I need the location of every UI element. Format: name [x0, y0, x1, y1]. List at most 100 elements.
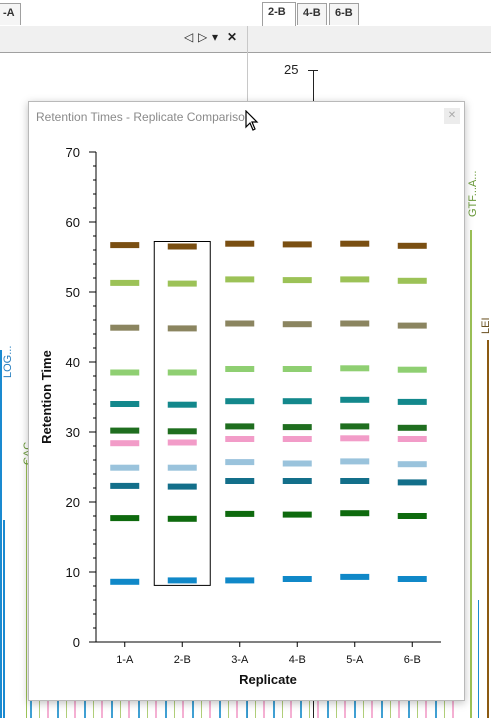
data-mark	[340, 396, 370, 403]
bg-trace	[3, 520, 5, 718]
tab-2-b[interactable]: 2-B	[262, 2, 296, 26]
data-mark	[282, 241, 312, 248]
data-mark	[340, 320, 370, 327]
data-mark	[225, 276, 255, 283]
tab-label: 6-B	[335, 7, 353, 19]
left-tab-label: -A	[3, 7, 15, 19]
pane-menu-button[interactable]: ▾	[212, 30, 219, 44]
data-mark	[110, 324, 140, 331]
data-mark	[110, 427, 140, 434]
data-mark	[110, 369, 140, 376]
data-mark	[340, 423, 370, 430]
bg-label-lei: LEI	[480, 317, 491, 334]
data-mark	[110, 242, 140, 249]
pane-close-button[interactable]: ✕	[227, 30, 238, 44]
data-mark	[282, 576, 312, 582]
pane-prev-button[interactable]: ◁	[184, 30, 194, 44]
bg-trace	[26, 460, 27, 718]
y-tick-label: 30	[66, 425, 80, 440]
left-tab[interactable]: -A	[0, 3, 21, 25]
bg-label-gtf: GTF...A...	[467, 170, 479, 217]
right-axis-tick-label: 25	[284, 62, 299, 77]
data-mark	[282, 460, 312, 467]
data-mark	[110, 440, 140, 447]
data-mark	[282, 478, 312, 484]
dialog-close-button[interactable]: ✕	[444, 108, 460, 124]
data-mark	[225, 320, 255, 327]
data-mark	[397, 424, 427, 431]
data-mark	[397, 436, 427, 442]
data-mark	[225, 398, 255, 405]
x-tick-label: 5-A	[346, 654, 364, 666]
data-mark	[167, 428, 197, 435]
data-mark	[167, 280, 197, 287]
data-mark	[340, 240, 370, 247]
y-tick-label: 40	[66, 355, 80, 370]
left-tabstrip	[0, 26, 247, 53]
bg-label-loc: LOG...	[2, 345, 14, 378]
tab-4-b[interactable]: 4-B	[297, 3, 327, 25]
data-mark	[110, 401, 140, 407]
data-mark	[397, 479, 427, 486]
data-mark	[397, 398, 427, 405]
x-tick-label: 6-B	[404, 654, 421, 666]
data-mark	[167, 577, 197, 584]
tab-6-b[interactable]: 6-B	[329, 3, 359, 25]
close-icon: ✕	[447, 110, 457, 121]
retention-chart[interactable]: 0 10 20 30 40 50 60 70 1-A 2-B 3-A 4-B 5-A 6-B Retent…	[29, 102, 464, 700]
y-tick-label: 20	[66, 495, 80, 510]
data-mark	[282, 398, 312, 405]
y-tick-label: 10	[66, 565, 80, 580]
data-mark	[340, 458, 370, 465]
data-mark	[167, 243, 197, 250]
bg-peaks	[30, 700, 462, 718]
y-axis-title: Retention Time	[39, 350, 54, 444]
y-tick-label: 0	[73, 635, 80, 650]
data-mark	[397, 366, 427, 373]
data-mark	[110, 279, 140, 286]
data-mark	[225, 577, 255, 584]
data-mark	[340, 478, 370, 484]
data-mark	[282, 277, 312, 284]
data-mark	[167, 515, 197, 522]
data-mark	[167, 439, 197, 446]
data-mark	[397, 576, 427, 582]
selected-replicate-box	[153, 241, 211, 586]
data-mark	[225, 423, 255, 430]
x-tick-label: 1-A	[116, 654, 134, 666]
data-mark	[282, 424, 312, 431]
data-mark	[225, 436, 255, 442]
bg-trace	[487, 340, 489, 718]
data-mark	[282, 436, 312, 442]
data-mark	[167, 369, 197, 376]
y-tick-label: 50	[66, 285, 80, 300]
data-mark	[340, 365, 370, 372]
data-mark	[282, 366, 312, 372]
data-mark	[397, 461, 427, 468]
bg-trace	[0, 350, 2, 718]
mouse-cursor-icon	[245, 110, 259, 131]
data-mark	[225, 510, 255, 517]
x-tick-label: 4-B	[289, 654, 306, 666]
data-mark	[397, 242, 427, 249]
tab-label: 4-B	[303, 7, 321, 19]
data-mark	[167, 325, 197, 332]
data-mark	[110, 464, 140, 471]
right-tabstrip	[248, 26, 491, 53]
data-mark	[167, 464, 197, 471]
y-tick-label: 60	[66, 215, 80, 230]
y-tick-label: 70	[66, 145, 80, 160]
x-tick-label: 2-B	[174, 654, 191, 666]
dialog-title: Retention Times - Replicate Comparison	[36, 110, 252, 124]
data-mark	[397, 277, 427, 284]
data-mark	[225, 478, 255, 484]
data-mark	[340, 435, 370, 442]
right-axis-line	[313, 70, 314, 102]
pane-next-button[interactable]: ▷	[198, 30, 208, 44]
data-mark	[167, 401, 197, 408]
data-mark	[225, 366, 255, 372]
data-mark	[225, 240, 255, 247]
data-mark	[282, 511, 312, 518]
data-mark	[340, 510, 370, 517]
data-mark	[225, 459, 255, 466]
